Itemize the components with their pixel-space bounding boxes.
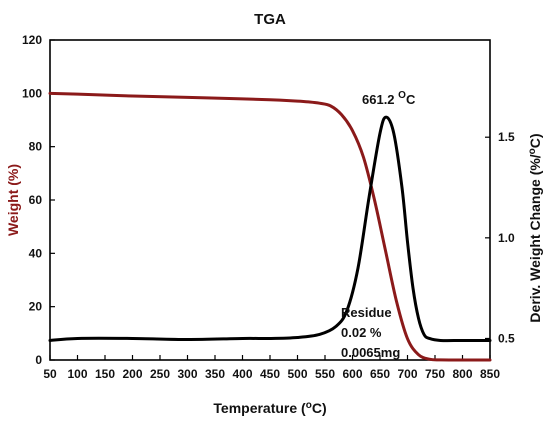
right-y-tick-label: 1.0 bbox=[498, 231, 515, 245]
x-tick-label: 750 bbox=[425, 367, 445, 381]
peak-unit-sup: O bbox=[398, 90, 406, 101]
weight-curve bbox=[48, 91, 492, 362]
right-y-axis-title: Deriv. Weight Change (%/oC) bbox=[527, 133, 543, 322]
series-layer bbox=[48, 91, 492, 362]
x-tick-label: 400 bbox=[232, 367, 252, 381]
right-y-tick-label: 0.5 bbox=[498, 331, 515, 345]
left-y-tick-label: 0 bbox=[35, 353, 42, 367]
peak-unit: C bbox=[406, 92, 416, 107]
left-y-tick-label: 100 bbox=[22, 86, 42, 100]
right-y-axis: 0.5 1.0 1.5 bbox=[485, 130, 515, 345]
x-tick-label: 250 bbox=[150, 367, 170, 381]
left-y-axis-title: Weight (%) bbox=[5, 164, 21, 236]
left-y-tick-label: 120 bbox=[22, 33, 42, 47]
left-y-tick-label: 20 bbox=[29, 300, 43, 314]
x-tick-label: 700 bbox=[397, 367, 417, 381]
x-tick-label: 300 bbox=[177, 367, 197, 381]
x-axis-title: Temperature (oC) bbox=[213, 400, 326, 416]
x-tick-label: 650 bbox=[370, 367, 390, 381]
x-tick-label: 800 bbox=[452, 367, 472, 381]
x-tick-label: 350 bbox=[205, 367, 225, 381]
x-tick-label: 150 bbox=[95, 367, 115, 381]
residue-mass: 0.0065mg bbox=[341, 345, 400, 360]
x-axis: 50 100 150 200 250 300 350 400 450 500 550 600 650 70… bbox=[43, 355, 500, 381]
x-tick-label: 850 bbox=[480, 367, 500, 381]
x-tick-label: 600 bbox=[342, 367, 362, 381]
left-y-tick-label: 60 bbox=[29, 193, 43, 207]
left-y-tick-label: 80 bbox=[29, 140, 43, 154]
x-tick-label: 200 bbox=[122, 367, 142, 381]
left-y-tick-label: 40 bbox=[29, 246, 43, 260]
left-y-axis: 0 20 40 60 80 100 120 bbox=[22, 33, 55, 367]
x-tick-label: 500 bbox=[287, 367, 307, 381]
x-tick-label: 100 bbox=[67, 367, 87, 381]
peak-annotation: 661.2 OC bbox=[362, 90, 416, 107]
derivative-curve bbox=[48, 115, 492, 343]
x-tick-label: 550 bbox=[315, 367, 335, 381]
x-tick-label: 50 bbox=[43, 367, 57, 381]
plot-frame bbox=[49, 39, 491, 361]
residue-label: Residue bbox=[341, 305, 392, 320]
chart-title: TGA bbox=[254, 11, 286, 28]
peak-value: 661.2 bbox=[362, 92, 395, 107]
right-y-tick-label: 1.5 bbox=[498, 130, 515, 144]
x-tick-label: 450 bbox=[260, 367, 280, 381]
residue-percent: 0.02 % bbox=[341, 325, 382, 340]
plot-border bbox=[49, 39, 491, 361]
